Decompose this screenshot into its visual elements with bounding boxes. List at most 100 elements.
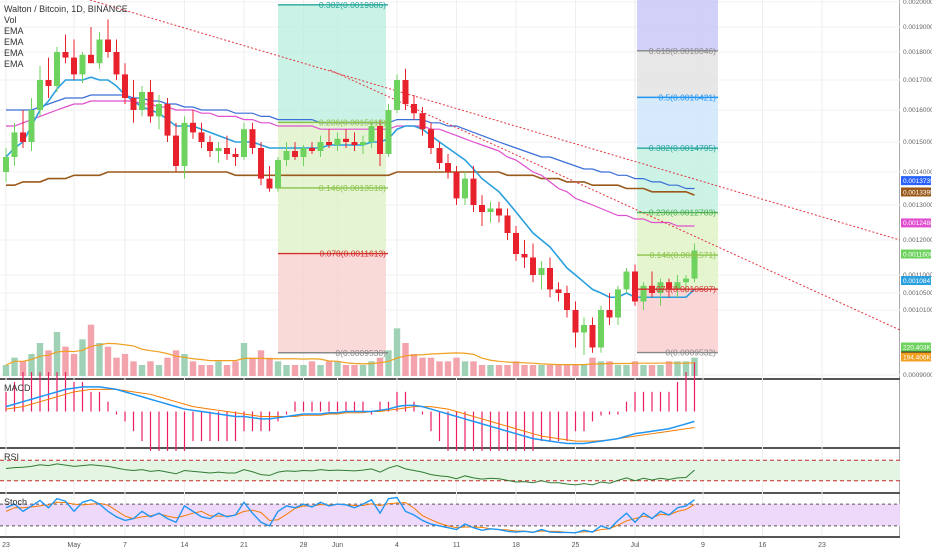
candle bbox=[266, 166, 273, 192]
candle bbox=[547, 257, 553, 298]
candle bbox=[691, 243, 698, 283]
price-axis[interactable]: 0.0020000 0.0019000 0.0018000 0.0017000 0.00… bbox=[900, 0, 932, 550]
volume-bar bbox=[376, 357, 384, 376]
panel-separator bbox=[0, 536, 900, 538]
candle bbox=[224, 135, 230, 160]
candle-body bbox=[640, 285, 647, 302]
axis-bg bbox=[900, 0, 932, 550]
candle-body bbox=[96, 39, 103, 64]
macd-hist-bar bbox=[39, 372, 41, 412]
candle bbox=[402, 68, 409, 110]
candle-body bbox=[317, 142, 324, 151]
price-tick: 0.0010100 bbox=[903, 307, 932, 314]
macd-hist-bar bbox=[149, 411, 152, 451]
volume-bar bbox=[155, 365, 163, 376]
price-tick: 0.0009000 bbox=[903, 372, 932, 379]
macd-hist-bar bbox=[302, 401, 305, 412]
legend-item-ema-1[interactable]: EMA bbox=[4, 26, 24, 36]
candle bbox=[411, 95, 417, 120]
macd-hist-bar bbox=[209, 411, 211, 442]
volume-bar bbox=[512, 361, 520, 376]
macd-hist-bar bbox=[47, 372, 50, 412]
candle bbox=[632, 264, 638, 306]
volume-bar bbox=[113, 357, 120, 376]
legend-item-ema-2[interactable]: EMA bbox=[4, 37, 24, 47]
candle bbox=[683, 275, 689, 293]
macd-hist-bar bbox=[668, 391, 670, 412]
macd-hist-bar bbox=[200, 411, 203, 442]
candle-body bbox=[377, 126, 383, 154]
volume-bar bbox=[138, 365, 146, 376]
time-tick: 9 bbox=[701, 542, 705, 549]
candle bbox=[173, 122, 179, 172]
candle bbox=[419, 107, 426, 136]
legend-item-ema-3[interactable]: EMA bbox=[4, 48, 24, 58]
volume-bar bbox=[631, 361, 639, 376]
candle bbox=[538, 261, 545, 290]
macd-hist-bar bbox=[132, 411, 135, 432]
candle-body bbox=[275, 160, 281, 189]
time-tick: 16 bbox=[759, 542, 767, 549]
volume-bar bbox=[674, 361, 681, 376]
macd-hist-bar bbox=[693, 362, 696, 412]
candle bbox=[598, 305, 604, 353]
rsi-line bbox=[5, 463, 695, 486]
fib-right-zone-6 bbox=[637, 289, 718, 353]
candle-body bbox=[598, 310, 604, 348]
legend-title[interactable]: Walton / Bitcoin, 1D, BINANCE bbox=[4, 4, 128, 14]
candle bbox=[351, 132, 358, 151]
macd-hist-bar bbox=[540, 411, 543, 442]
candle-body bbox=[581, 325, 587, 333]
volume-bar bbox=[62, 346, 69, 376]
volume-bar bbox=[470, 361, 477, 376]
candle-body bbox=[674, 282, 681, 290]
candle-body bbox=[547, 268, 553, 290]
candle-body bbox=[530, 257, 536, 275]
candle-body bbox=[521, 254, 528, 258]
candle-body bbox=[615, 289, 621, 318]
time-axis[interactable]: 23 May 7 14 21 28 Jun 4 11 18 25 Jul 9 16 23 bbox=[2, 542, 826, 549]
candle bbox=[394, 74, 400, 114]
stoch-label[interactable]: Stoch bbox=[4, 497, 28, 507]
volume-bar bbox=[427, 357, 435, 376]
macd-hist-bar bbox=[557, 411, 560, 442]
candle bbox=[453, 166, 460, 205]
fib-label: 0.078(0.0010607) bbox=[649, 284, 716, 294]
candle bbox=[479, 195, 485, 226]
volume-bar bbox=[606, 361, 613, 376]
rsi-label[interactable]: RSI bbox=[4, 452, 20, 462]
legend-item-ema-4[interactable]: EMA bbox=[4, 59, 24, 69]
fib-left-zone-3 bbox=[278, 253, 386, 353]
price-tick: 0.0013000 bbox=[903, 202, 932, 209]
macd-hist-bar bbox=[532, 411, 534, 451]
volume-ma-line bbox=[5, 342, 695, 366]
legend-item-vol[interactable]: Vol bbox=[4, 15, 17, 25]
macd-label[interactable]: MACD bbox=[4, 383, 31, 393]
candle bbox=[105, 19, 111, 58]
volume-bar bbox=[487, 365, 494, 376]
candle-body bbox=[71, 57, 77, 75]
candle bbox=[385, 104, 392, 157]
candle-body bbox=[326, 142, 332, 145]
volume-bar bbox=[410, 354, 418, 376]
candle-body bbox=[130, 98, 137, 110]
volume-bar bbox=[436, 361, 443, 376]
volume-bar bbox=[444, 361, 452, 376]
volume-bar bbox=[665, 361, 673, 376]
candle-body bbox=[479, 205, 485, 212]
macd-hist-bar bbox=[421, 411, 424, 415]
volume-bar bbox=[640, 365, 647, 376]
macd-hist-bar bbox=[192, 411, 194, 442]
volume-bar bbox=[589, 357, 596, 376]
time-tick: 7 bbox=[123, 542, 127, 549]
candle-body bbox=[181, 122, 188, 166]
candle bbox=[198, 122, 205, 148]
time-tick: 28 bbox=[300, 542, 308, 549]
candlesticks[interactable] bbox=[3, 19, 698, 356]
candle bbox=[657, 278, 664, 306]
candle-body bbox=[20, 132, 26, 142]
volume-bar bbox=[385, 350, 392, 376]
price-tick: 0.0010500 bbox=[903, 290, 932, 297]
candle bbox=[428, 122, 434, 154]
